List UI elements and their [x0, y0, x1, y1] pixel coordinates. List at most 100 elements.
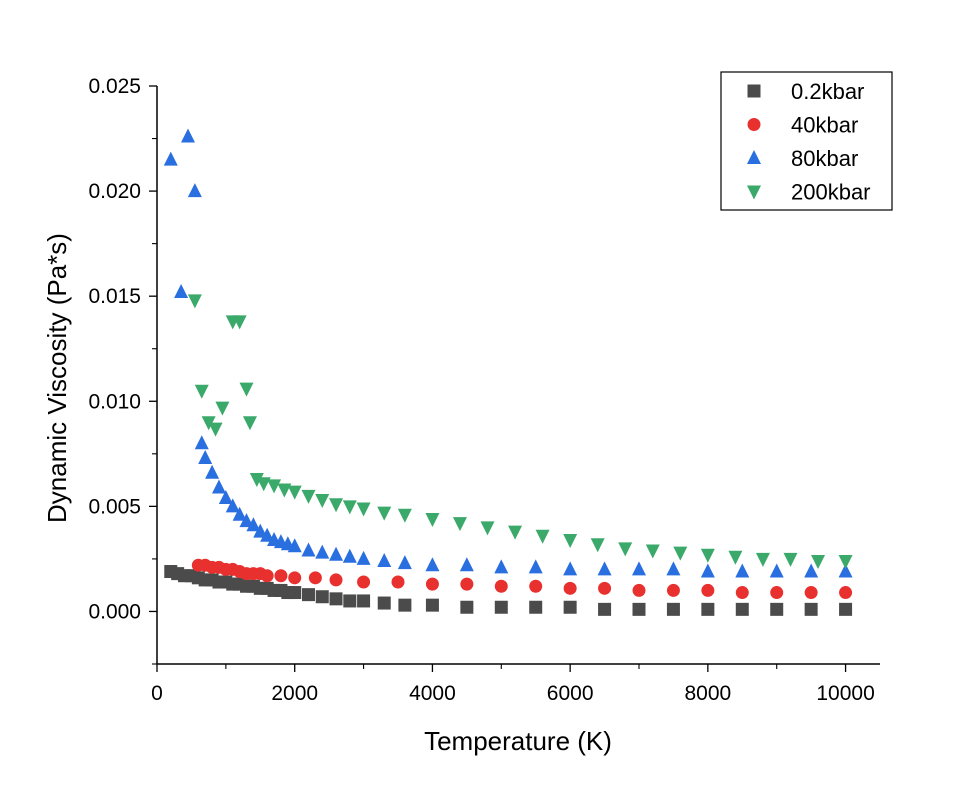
- data-point-40kbar: [260, 569, 274, 583]
- data-point-80kbar: [342, 548, 357, 563]
- data-point-200kbar: [329, 498, 344, 513]
- legend-marker-80kbar: [747, 150, 761, 164]
- data-point-200kbar: [728, 550, 743, 565]
- data-point-0.2kbar: [301, 588, 315, 602]
- data-point-200kbar: [242, 416, 257, 431]
- y-axis-title: Dynamic Viscosity (Pa*s): [42, 233, 72, 523]
- legend-marker-0.2kbar: [747, 84, 761, 98]
- data-point-40kbar: [391, 575, 405, 589]
- legend-label-80kbar: 80kbar: [791, 146, 858, 171]
- data-point-200kbar: [645, 544, 660, 559]
- data-point-0.2kbar: [315, 590, 329, 604]
- data-point-200kbar: [535, 529, 550, 544]
- data-point-200kbar: [377, 506, 392, 521]
- legend-label-200kbar: 200kbar: [791, 180, 871, 205]
- data-point-80kbar: [198, 450, 213, 465]
- data-point-200kbar: [618, 542, 633, 557]
- data-point-0.2kbar: [632, 602, 646, 616]
- data-point-80kbar: [287, 538, 302, 553]
- data-point-0.2kbar: [770, 602, 784, 616]
- legend-label-40kbar: 40kbar: [791, 113, 858, 138]
- data-point-80kbar: [632, 561, 646, 576]
- data-point-80kbar: [260, 527, 275, 542]
- series-200kbar: [187, 294, 853, 570]
- data-point-40kbar: [701, 583, 715, 597]
- data-point-80kbar: [397, 555, 412, 570]
- data-point-80kbar: [769, 563, 784, 578]
- data-point-40kbar: [529, 579, 543, 593]
- data-point-0.2kbar: [839, 602, 853, 616]
- data-point-80kbar: [700, 563, 715, 578]
- x-tick-label: 6000: [547, 682, 594, 705]
- data-point-40kbar: [274, 569, 288, 583]
- data-point-80kbar: [301, 542, 316, 557]
- data-point-80kbar: [194, 435, 209, 450]
- data-point-200kbar: [249, 473, 264, 488]
- data-point-40kbar: [329, 573, 343, 587]
- data-point-40kbar: [288, 571, 302, 585]
- data-point-80kbar: [174, 283, 189, 298]
- data-point-200kbar: [356, 502, 371, 517]
- data-point-0.2kbar: [398, 598, 412, 612]
- x-tick-label: 0: [151, 682, 163, 705]
- data-point-200kbar: [508, 525, 523, 540]
- data-point-0.2kbar: [563, 600, 577, 614]
- data-point-200kbar: [215, 401, 230, 416]
- data-point-200kbar: [342, 500, 357, 515]
- data-point-200kbar: [425, 512, 440, 527]
- series-0.2kbar: [164, 565, 853, 616]
- data-point-200kbar: [563, 533, 578, 548]
- x-tick-label: 2000: [271, 682, 318, 705]
- data-point-80kbar: [246, 517, 261, 532]
- data-point-200kbar: [267, 479, 282, 494]
- data-point-0.2kbar: [494, 600, 508, 614]
- data-point-80kbar: [205, 464, 220, 479]
- data-point-80kbar: [459, 557, 474, 572]
- data-point-0.2kbar: [529, 600, 543, 614]
- x-tick-label: 4000: [409, 682, 456, 705]
- data-point-80kbar: [225, 498, 240, 513]
- data-point-80kbar: [838, 563, 853, 578]
- data-layer: [163, 128, 853, 616]
- data-point-80kbar: [528, 559, 543, 574]
- data-point-80kbar: [218, 489, 233, 504]
- data-point-200kbar: [201, 416, 216, 431]
- x-tick-label: 8000: [684, 682, 731, 705]
- data-point-80kbar: [425, 557, 440, 572]
- y-tick-label: 0.025: [88, 75, 141, 98]
- data-point-40kbar: [632, 583, 646, 597]
- data-point-80kbar: [239, 513, 254, 528]
- data-point-40kbar: [770, 586, 784, 600]
- data-point-80kbar: [187, 183, 202, 198]
- data-point-200kbar: [239, 382, 254, 397]
- legend: 0.2kbar 40kbar 80kbar 200kbar: [720, 71, 893, 211]
- data-point-0.2kbar: [701, 602, 715, 616]
- data-point-40kbar: [598, 581, 612, 595]
- data-point-0.2kbar: [804, 602, 818, 616]
- data-point-80kbar: [597, 561, 612, 576]
- series-80kbar: [163, 128, 853, 578]
- data-point-0.2kbar: [666, 602, 680, 616]
- data-point-200kbar: [301, 489, 316, 504]
- legend-marker-200kbar: [747, 185, 761, 200]
- data-point-200kbar: [208, 422, 223, 437]
- data-point-80kbar: [315, 544, 330, 559]
- data-point-200kbar: [700, 548, 715, 563]
- x-axis-title: Temperature (K): [424, 726, 612, 756]
- data-point-0.2kbar: [288, 586, 302, 600]
- data-point-40kbar: [666, 583, 680, 597]
- data-point-0.2kbar: [343, 594, 357, 608]
- data-point-80kbar: [563, 561, 578, 576]
- axes-layer: 0 2000 4000 6000 8000 10000 0.000 0.005 0.010 0.0…: [88, 75, 880, 705]
- legend-marker-40kbar: [747, 118, 761, 131]
- data-point-40kbar: [563, 581, 577, 595]
- data-point-40kbar: [839, 586, 853, 600]
- data-point-0.2kbar: [357, 594, 371, 608]
- data-point-40kbar: [494, 579, 508, 593]
- y-tick-label: 0.015: [88, 285, 141, 308]
- data-point-40kbar: [804, 586, 818, 600]
- data-point-200kbar: [783, 552, 798, 567]
- data-point-80kbar: [211, 479, 226, 494]
- data-point-200kbar: [277, 483, 292, 498]
